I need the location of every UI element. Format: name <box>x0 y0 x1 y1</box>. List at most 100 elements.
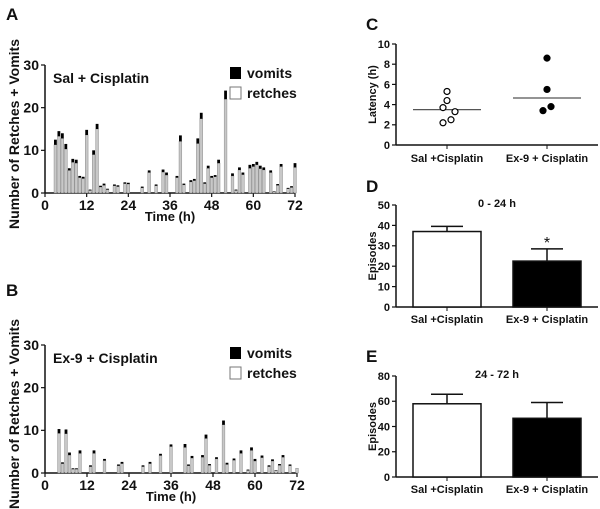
x-tick-label: 72 <box>289 477 305 493</box>
vomit-bar <box>141 465 145 467</box>
vomit-bar <box>68 452 71 456</box>
vomit-bar <box>190 455 194 459</box>
vomit-bar <box>260 455 264 458</box>
chart-title: Ex-9 + Cisplatin <box>53 350 158 366</box>
bar <box>512 417 582 478</box>
vomit-bar <box>140 186 144 188</box>
retch-bar <box>95 128 99 194</box>
vomit-bar <box>120 461 124 464</box>
x-tick-label: Ex-9 + Cisplatin <box>506 484 589 496</box>
retch-bar <box>116 186 120 194</box>
x-tick-label: 72 <box>287 197 303 213</box>
retch-bar <box>140 187 144 194</box>
retch-bar <box>249 450 254 474</box>
retch-bar <box>196 143 200 194</box>
y-axis-title: Episodes <box>367 232 379 281</box>
x-tick-label: Ex-9 + Cisplatin <box>506 153 589 165</box>
legend-label-retches: retches <box>247 365 297 381</box>
vomit-bar <box>217 159 221 164</box>
retch-bar <box>64 433 68 474</box>
vomit-bar <box>182 183 186 185</box>
retch-bar <box>81 178 85 194</box>
retch-bar <box>74 468 79 474</box>
x-tick-label: Sal +Cisplatin <box>411 314 484 326</box>
retch-bar <box>288 465 292 474</box>
x-tick-label: 24 <box>121 477 137 493</box>
vomit-bar <box>57 131 61 137</box>
retch-bar <box>274 470 278 474</box>
data-point <box>443 96 451 105</box>
retch-bar <box>289 187 294 194</box>
y-tick-label: 40 <box>378 220 390 232</box>
vomit-bar <box>75 468 78 470</box>
y-tick-label: 10 <box>23 422 39 438</box>
retch-bar <box>158 455 163 474</box>
x-tick-label: 48 <box>205 477 221 493</box>
retch-bar <box>255 164 259 194</box>
vomit-bar <box>147 170 151 173</box>
y-tick-label: 8 <box>384 59 390 71</box>
retch-bar <box>246 470 250 474</box>
x-tick-label: 0 <box>41 197 49 213</box>
retch-bar <box>102 460 107 474</box>
x-tick-label: 24 <box>121 197 137 213</box>
vomit-bar <box>267 465 271 467</box>
retch-bar <box>234 190 238 194</box>
y-tick-label: 0 <box>384 140 390 152</box>
bar <box>512 260 582 308</box>
retch-bar <box>213 176 217 194</box>
y-tick-label: 10 <box>378 281 390 293</box>
vomit-bar <box>61 462 64 464</box>
vomit-bar <box>204 434 208 439</box>
bar <box>412 403 482 478</box>
y-tick-label: 40 <box>378 421 390 433</box>
vomit-bar <box>60 133 64 139</box>
vomit-bar <box>262 167 266 170</box>
retch-bar <box>223 98 228 194</box>
vomit-bar <box>290 186 293 188</box>
y-tick-label: 0 <box>384 302 390 314</box>
vomit-bar <box>232 458 236 461</box>
legend-label-retches: retches <box>247 85 297 101</box>
vomit-bar <box>159 453 162 456</box>
panel-label-a: A <box>6 5 18 24</box>
retch-bar <box>272 191 276 194</box>
retch-bar <box>71 468 75 474</box>
retch-bar <box>175 177 179 194</box>
vomit-bar <box>78 175 82 178</box>
retch-bar <box>78 177 82 194</box>
vomit-bar <box>71 468 75 470</box>
retch-bar <box>241 174 245 194</box>
vomit-bar <box>288 464 292 466</box>
retch-bar <box>105 189 110 194</box>
vomit-bar <box>113 184 116 186</box>
vomit-bar <box>71 158 75 163</box>
retch-bar <box>203 183 207 194</box>
y-tick-label: 6 <box>384 79 390 91</box>
retch-bar <box>204 438 208 474</box>
y-tick-label: 20 <box>378 261 390 273</box>
legend-label-vomits: vomits <box>247 65 292 81</box>
retch-bar <box>221 424 226 474</box>
retch-bar <box>270 460 275 474</box>
vomit-bar <box>231 173 234 176</box>
y-tick-label: 10 <box>23 142 39 158</box>
retch-bar <box>200 457 205 474</box>
retch-bar <box>126 183 130 194</box>
retch-bar <box>154 185 158 194</box>
vomit-bar <box>78 450 82 454</box>
vomit-bar <box>238 167 241 170</box>
vomit-bar <box>192 178 196 181</box>
retch-bar <box>120 463 124 474</box>
y-axis-title: Number of Retches + Vomits <box>6 319 22 509</box>
vomit-bar <box>271 459 274 462</box>
bar <box>412 230 482 308</box>
retch-bar <box>239 453 243 474</box>
retch-bar <box>102 185 106 194</box>
vomit-bar <box>92 150 96 155</box>
vomit-bar <box>241 172 245 175</box>
retch-bar <box>71 162 75 194</box>
y-tick-label: 50 <box>378 200 390 212</box>
data-point <box>443 87 451 96</box>
